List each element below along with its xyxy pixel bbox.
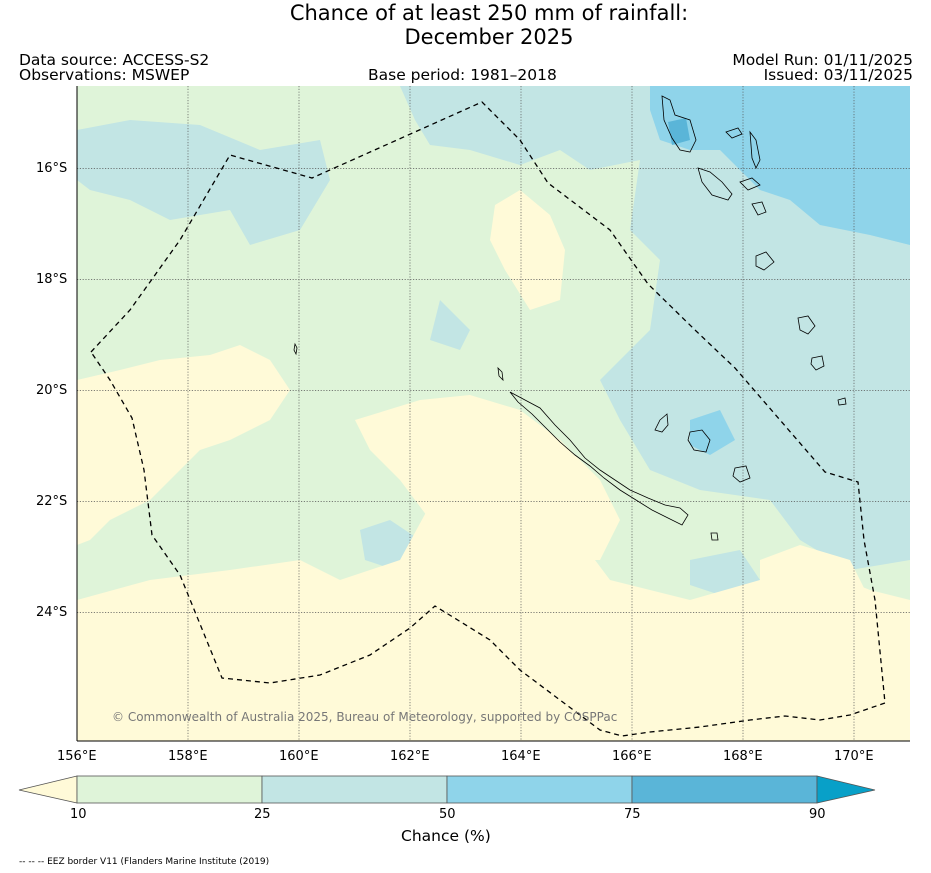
lat-label-18s: 18°S	[36, 272, 68, 287]
colorbar-segment-25-50	[261, 775, 448, 804]
lon-label-162e: 162°E	[390, 749, 430, 764]
lat-label-24s: 24°S	[36, 605, 68, 620]
lon-label-160e: 160°E	[279, 749, 319, 764]
vanuatu-ambae-coast	[725, 127, 743, 139]
zone-below-10-southwest	[77, 345, 290, 545]
lat-label-16s: 16°S	[36, 161, 68, 176]
vanuatu-pentecost-coast	[749, 130, 761, 169]
coastlines	[293, 95, 847, 541]
zone-50-75-small	[690, 410, 735, 455]
vanuatu-efate-coast	[751, 201, 767, 216]
vanuatu-tanna-coast	[797, 315, 816, 335]
colorbar-extend-high	[816, 775, 876, 804]
zone-25-50-north	[400, 86, 640, 170]
base-period-label: Base period: 1981–2018	[368, 66, 557, 84]
zone-25-50-east	[600, 160, 910, 570]
matthew-islet-coast	[837, 397, 847, 406]
colorbar-label: Chance (%)	[401, 827, 491, 845]
chesterfield-islet-coast	[293, 342, 298, 356]
zone-25-50-south	[360, 300, 470, 570]
lon-label-166e: 166°E	[612, 749, 652, 764]
observations-label: Observations: MSWEP	[19, 66, 190, 84]
vanuatu-erromango-coast	[755, 251, 775, 271]
zone-below-10-south	[77, 420, 910, 741]
colorbar-tick-90: 90	[809, 807, 826, 822]
model-run-label: Model Run: 01/11/2025	[732, 51, 913, 69]
colorbar-tick-25: 25	[254, 807, 271, 822]
lon-label-158e: 158°E	[168, 749, 208, 764]
vanuatu-espiritu-santo-coast	[661, 95, 697, 153]
lon-label-156e: 156°E	[57, 749, 97, 764]
colorbar-segment-50-75	[446, 775, 633, 804]
vanuatu-aneityum-coast	[810, 355, 825, 371]
chart-title-line2: December 2025	[404, 25, 574, 49]
eez-footnote: -- -- -- EEZ border V11 (Flanders Marine…	[19, 857, 270, 867]
belep-islands-coast	[497, 366, 504, 382]
eez-border	[90, 101, 886, 737]
issued-label: Issued: 03/11/2025	[763, 66, 913, 84]
colorbar	[18, 775, 876, 804]
zone-25-50-west	[77, 120, 330, 245]
zone-below-10-eastcoast	[760, 545, 880, 660]
vanuatu-malekula-coast	[697, 167, 733, 201]
new-caledonia-coast	[509, 391, 689, 526]
zone-75-90	[668, 118, 690, 145]
colorbar-tick-75: 75	[624, 807, 641, 822]
colorbar-segment-10-25	[76, 775, 263, 804]
lon-label-164e: 164°E	[501, 749, 541, 764]
colorbar-tick-50: 50	[439, 807, 456, 822]
lon-label-168e: 168°E	[723, 749, 763, 764]
loyalty-island-lifou-coast	[687, 429, 711, 453]
chart-title-line1: Chance of at least 250 mm of rainfall:	[289, 1, 689, 25]
rainfall-probability-map	[77, 86, 910, 741]
zone-50-75	[650, 86, 910, 245]
colorbar-tick-10: 10	[70, 807, 87, 822]
loyalty-island-mare-coast	[732, 465, 751, 483]
zone-25-50-southeast	[690, 550, 760, 595]
isle-of-pines-coast	[710, 532, 719, 541]
colorbar-extend-low	[18, 775, 78, 804]
lon-label-170e: 170°E	[834, 749, 874, 764]
lat-label-22s: 22°S	[36, 494, 68, 509]
lat-label-20s: 20°S	[36, 383, 68, 398]
loyalty-island-ouvea-coast	[654, 413, 669, 433]
colorbar-segment-75-90	[631, 775, 818, 804]
vanuatu-epi-coast	[739, 177, 761, 191]
zone-below-10-north	[490, 190, 565, 310]
copyright-notice: © Commonwealth of Australia 2025, Bureau…	[112, 710, 618, 724]
data-source-label: Data source: ACCESS-S2	[19, 51, 210, 69]
